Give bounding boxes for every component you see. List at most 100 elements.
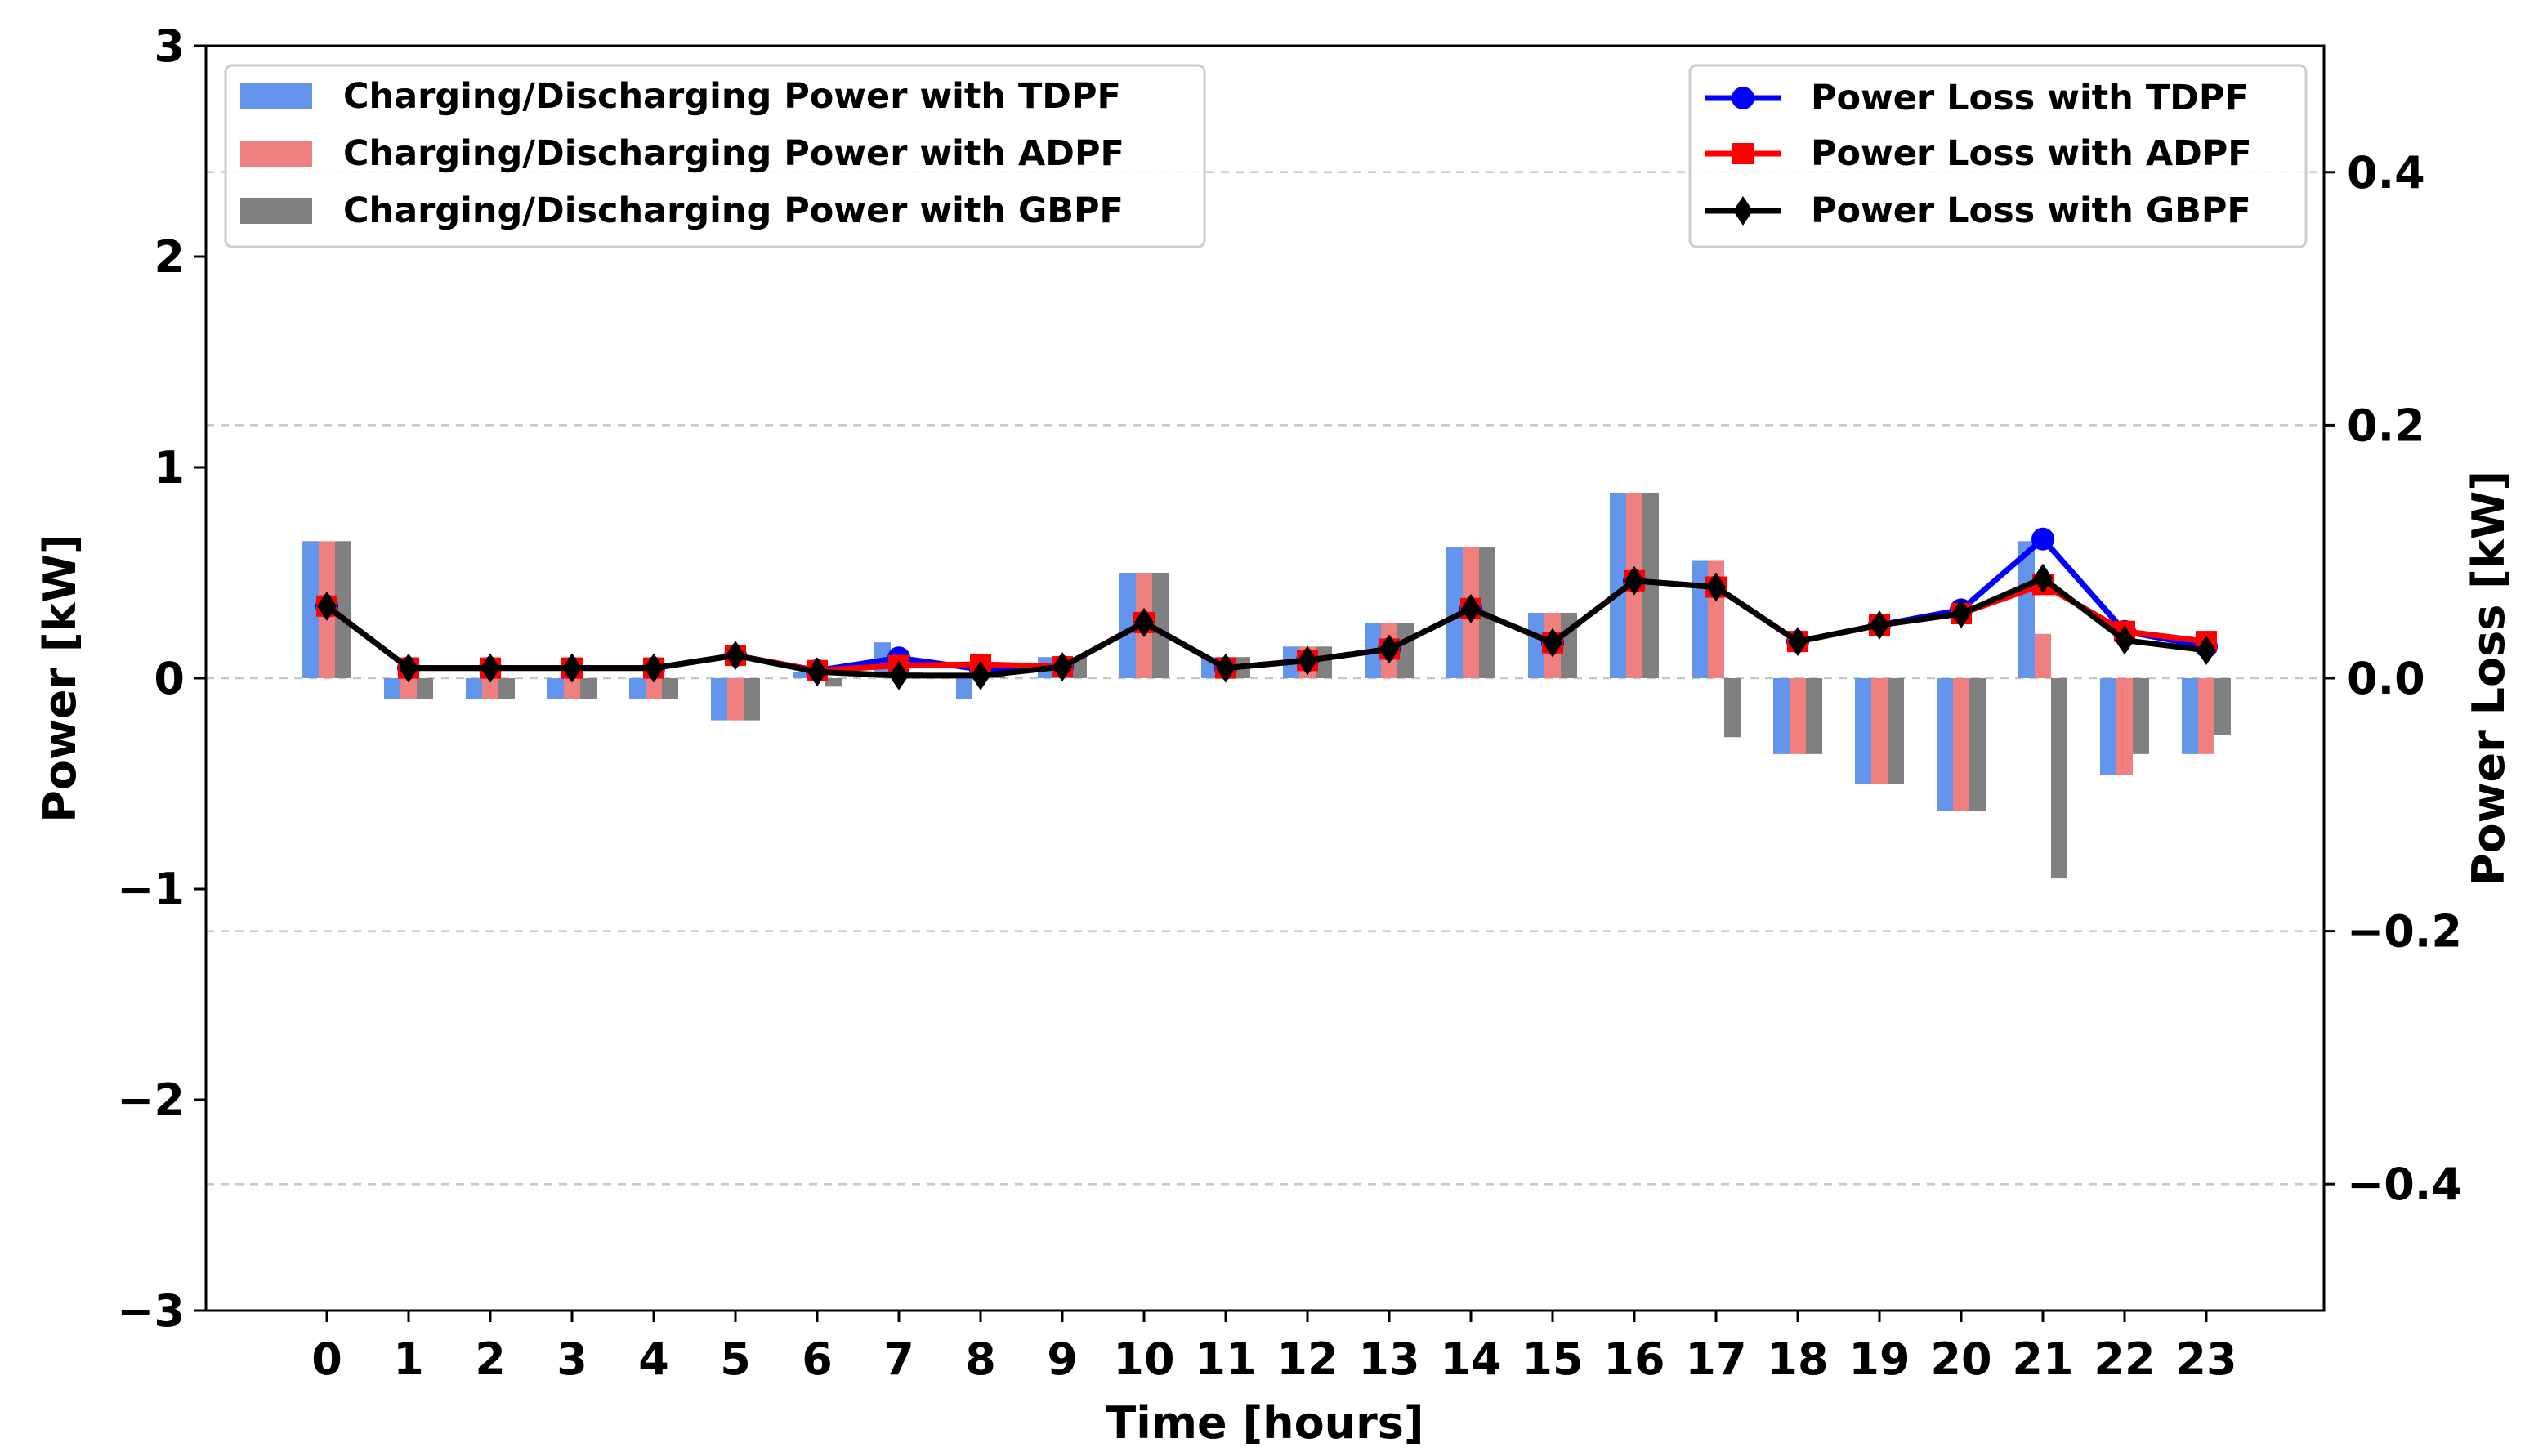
x-tick-label: 9 xyxy=(1047,1333,1078,1385)
bar-gbpf xyxy=(1642,492,1659,678)
y2-tick-label: 0.4 xyxy=(2347,147,2425,199)
bar-tdpf xyxy=(466,678,482,699)
legend-lines: Power Loss with TDPF Power Loss with ADP… xyxy=(1688,64,2308,248)
bar-adpf xyxy=(1871,678,1888,784)
bar-tdpf xyxy=(793,672,809,678)
bar-adpf xyxy=(2035,633,2051,678)
bar-gbpf xyxy=(1806,678,1822,754)
bar-gbpf xyxy=(1724,678,1741,738)
marker-gbpf xyxy=(807,657,827,687)
bar-gbpf xyxy=(744,678,760,721)
bar-gbpf xyxy=(498,678,515,699)
x-tick-label: 18 xyxy=(1767,1333,1828,1385)
x-tick-label: 16 xyxy=(1603,1333,1665,1385)
bar-tdpf xyxy=(1446,547,1463,678)
bar-tdpf xyxy=(384,678,400,699)
marker-gbpf xyxy=(562,653,582,683)
legend-bars: Charging/Discharging Power with TDPF Cha… xyxy=(224,64,1206,248)
x-tick-label: 22 xyxy=(2094,1333,2155,1385)
bar-adpf xyxy=(400,678,417,699)
x-tick-label: 0 xyxy=(311,1333,342,1385)
bar-adpf xyxy=(1790,678,1806,754)
line-series-group xyxy=(315,527,2218,690)
y-tick-label: 0 xyxy=(154,653,185,704)
legend-swatch-gbpf-bar xyxy=(240,198,312,224)
legend-label-adpf-bar: Charging/Discharging Power with ADPF xyxy=(343,133,1124,174)
marker-gbpf xyxy=(480,653,500,683)
bar-adpf xyxy=(1953,678,1969,811)
legend-label-gbpf-line: Power Loss with GBPF xyxy=(1811,190,2251,231)
marker-gbpf xyxy=(1298,645,1317,676)
marker-gbpf xyxy=(1134,607,1154,637)
marker-gbpf xyxy=(889,660,909,690)
x-tick-label: 11 xyxy=(1195,1333,1256,1385)
bar-adpf xyxy=(564,678,580,699)
y2-tick-label: −0.2 xyxy=(2347,906,2462,958)
x-tick-label: 12 xyxy=(1276,1333,1338,1385)
bar-gbpf xyxy=(825,678,842,687)
marker-gbpf xyxy=(726,641,745,671)
marker-tdpf xyxy=(2031,527,2054,551)
legend-label-gbpf-bar: Charging/Discharging Power with GBPF xyxy=(343,190,1124,231)
line-tdpf xyxy=(324,536,2207,674)
bar-gbpf xyxy=(2214,678,2231,735)
marker-gbpf xyxy=(1706,572,1726,602)
marker-gbpf xyxy=(1788,627,1808,657)
bar-tdpf xyxy=(547,678,564,699)
y-tick-label: −1 xyxy=(117,864,185,915)
marker-gbpf xyxy=(1624,565,1644,596)
legend-marker-tdpf xyxy=(1732,87,1754,109)
legend-lines-box xyxy=(1688,64,2308,248)
marker-gbpf xyxy=(399,653,418,683)
legend-label-tdpf-bar: Charging/Discharging Power with TDPF xyxy=(343,76,1121,117)
x-tick-label: 10 xyxy=(1113,1333,1174,1385)
legend-swatch-adpf-bar xyxy=(240,141,312,167)
bar-tdpf xyxy=(1610,492,1626,678)
x-tick-label: 4 xyxy=(638,1333,669,1385)
marker-gbpf xyxy=(1951,599,1971,629)
x-tick-label: 2 xyxy=(475,1333,506,1385)
y2-tick-label: 0.2 xyxy=(2347,400,2425,451)
x-tick-label: 21 xyxy=(2012,1333,2073,1385)
y-tick-label: −3 xyxy=(117,1285,185,1337)
bar-gbpf xyxy=(335,541,351,678)
bar-tdpf xyxy=(1692,560,1708,678)
bar-gbpf xyxy=(417,678,433,699)
legend-bars-box xyxy=(224,64,1206,248)
grid-lines xyxy=(206,171,2324,1186)
bar-gbpf xyxy=(662,678,678,699)
bar-tdpf xyxy=(1528,613,1544,678)
bar-tdpf xyxy=(711,678,727,721)
x-tick-label: 13 xyxy=(1358,1333,1419,1385)
x-tick-label: 19 xyxy=(1848,1333,1910,1385)
x-tick-label: 14 xyxy=(1440,1333,1501,1385)
bar-gbpf xyxy=(2051,678,2067,879)
bar-gbpf xyxy=(1969,678,1986,811)
marker-gbpf xyxy=(317,591,337,621)
marker-gbpf xyxy=(1379,634,1399,664)
bar-tdpf xyxy=(956,678,972,699)
bar-gbpf xyxy=(1316,646,1332,678)
bar-tdpf xyxy=(1855,678,1871,784)
bar-tdpf xyxy=(1119,573,1136,678)
legend-swatch-tdpf-bar xyxy=(240,83,312,109)
x-tick-label: 1 xyxy=(393,1333,424,1385)
y-axis-title: Power [kW] xyxy=(34,534,86,822)
marker-gbpf xyxy=(1461,593,1481,623)
x-tick-label: 7 xyxy=(883,1333,914,1385)
bar-tdpf xyxy=(2182,678,2198,754)
x-tick-label: 15 xyxy=(1522,1333,1583,1385)
y-tick-label: 1 xyxy=(154,442,185,494)
bar-gbpf xyxy=(580,678,597,699)
marker-gbpf xyxy=(1543,628,1562,658)
legend-marker-adpf xyxy=(1732,143,1754,164)
legend-label-adpf-line: Power Loss with ADPF xyxy=(1811,133,2252,174)
x-tick-label: 17 xyxy=(1685,1333,1746,1385)
bar-adpf xyxy=(646,678,662,699)
marker-gbpf xyxy=(1216,653,1236,683)
x-tick-label: 20 xyxy=(1930,1333,1991,1385)
bar-adpf xyxy=(727,678,744,721)
marker-gbpf xyxy=(2197,635,2216,665)
